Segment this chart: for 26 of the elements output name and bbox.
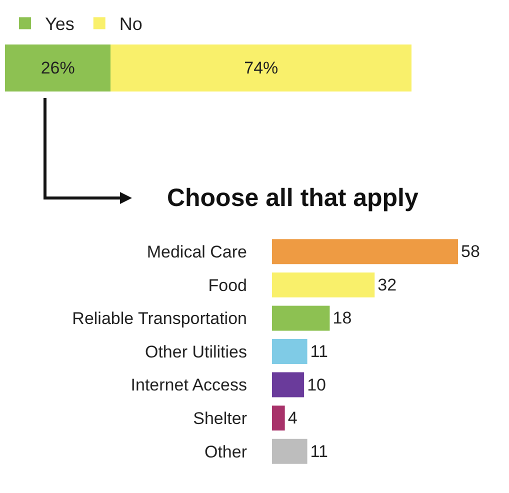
y-tick-label: Shelter	[193, 409, 248, 428]
bar	[272, 372, 304, 398]
data-label: 74%	[244, 58, 278, 78]
legend-label: No	[119, 14, 142, 34]
y-tick-label: Medical Care	[146, 242, 247, 262]
y-tick-label: Internet Access	[130, 376, 247, 395]
y-tick-label: Other Utilities	[144, 342, 247, 362]
bar	[272, 239, 458, 264]
data-label: 18	[332, 308, 352, 328]
bar	[272, 406, 285, 431]
legend-label: Yes	[45, 14, 74, 34]
chart-title: Choose all that apply	[166, 184, 418, 212]
y-tick-label: Reliable Transportation	[72, 309, 247, 328]
y-tick-label: Other	[204, 442, 248, 462]
data-label: 26%	[40, 58, 75, 78]
data-label: 11	[310, 442, 328, 461]
bar	[272, 339, 308, 364]
data-label: 11	[310, 342, 328, 361]
data-label: 10	[307, 375, 326, 394]
y-tick-label: Food	[208, 276, 247, 295]
data-label: 58	[461, 242, 480, 262]
bar	[272, 306, 330, 331]
data-label: 4	[288, 408, 298, 428]
bar	[272, 438, 308, 464]
bar	[272, 272, 375, 298]
data-label: 32	[378, 275, 397, 294]
